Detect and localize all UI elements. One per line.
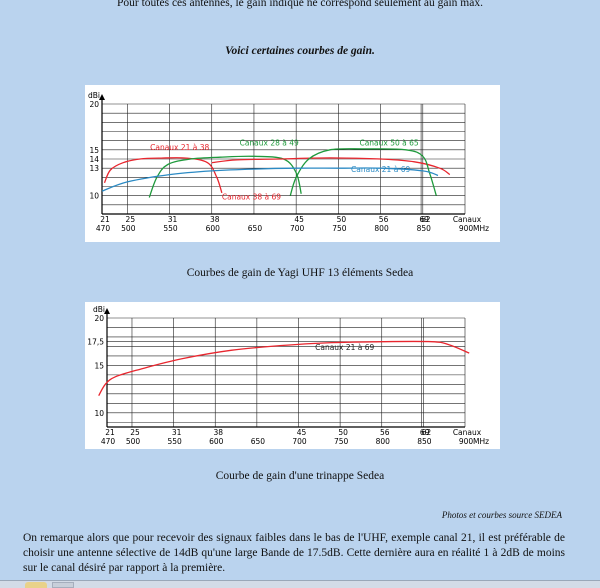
- chart1-xtick-mhz-500: 500: [121, 224, 136, 233]
- chart1-annotation-4: Canaux 21 à 69: [351, 165, 410, 174]
- section-heading: Voici certaines courbes de gain.: [225, 45, 375, 57]
- chart1-xtick-mhz-600: 600: [206, 224, 221, 233]
- caption-yagi: Courbes de gain de Yagi UHF 13 éléments …: [186, 267, 414, 279]
- chart1-xtick-canal-56: 56: [379, 215, 389, 224]
- chart1-series-5: [101, 167, 439, 192]
- chart2-ytick-label-15: 15: [94, 361, 104, 370]
- chart1-xtick-mhz-700: 700: [290, 224, 305, 233]
- chart1-ytick-label-13: 13: [89, 164, 99, 173]
- chart2-axis-unit-canaux: Canaux: [453, 428, 482, 437]
- chart2-xtick-mhz-850: 850: [417, 437, 432, 446]
- chart1-series-4: [289, 148, 437, 196]
- chart2-xtick-mhz-800: 800: [376, 437, 391, 446]
- chart1-y-arrow: [99, 94, 105, 100]
- chart1-xtick-canal-31: 31: [168, 215, 178, 224]
- chart1-series-1: [103, 157, 223, 194]
- chart2-xtick-canal-38: 38: [213, 428, 223, 437]
- chart2-xtick-mhz-470: 470: [101, 437, 116, 446]
- chart1-xtick-canal-62: 62: [421, 215, 431, 224]
- chart2-ytick-label-17,5: 17,5: [87, 338, 104, 347]
- intro-text: Pour toutes ces antennes, le gain indiqu…: [117, 0, 483, 9]
- chart1-annotation-1: Canaux 21 à 38: [150, 143, 209, 152]
- chart1-ylabel: dBi: [88, 91, 100, 100]
- chart2-xtick-canal-extra-69: 69: [420, 428, 430, 437]
- chart1-xtick-canal-21: 21: [100, 215, 110, 224]
- taskbar-item[interactable]: [52, 582, 74, 588]
- chart1-series-3: [211, 157, 451, 176]
- chart1-xtick-mhz-750: 750: [332, 224, 347, 233]
- chart-trinappe-gain: dBi 20 17,5 15 10 470 21 500 25 550 31 600 38 650 700 4…: [85, 302, 500, 449]
- chart2-xtick-mhz-650: 650: [251, 437, 266, 446]
- chart2-xtick-canal-50: 50: [338, 428, 348, 437]
- chart1-annotation-2: Canaux 28 à 49: [240, 138, 299, 147]
- chart2-xtick-mhz-600: 600: [209, 437, 224, 446]
- chart2-xtick-canal-56: 56: [380, 428, 390, 437]
- chart1-ytick-label-10: 10: [89, 192, 99, 201]
- chart1-xtick-canal-50: 50: [337, 215, 347, 224]
- chart1-xtick-mhz-650: 650: [248, 224, 263, 233]
- chart2-y-arrow: [104, 308, 110, 314]
- chart1-ytick-label-20: 20: [89, 100, 99, 109]
- chart2-annotation-1: Canaux 21 à 69: [315, 343, 374, 352]
- chart1-xtick-mhz-550: 550: [163, 224, 178, 233]
- windows-orb-icon[interactable]: [25, 582, 47, 588]
- chart-yagi-gain: dBi 20 15 14 13 10 470 21 500 25 550 31 600 38 650 700 4…: [85, 85, 500, 242]
- chart2-xtick-canal-45: 45: [297, 428, 307, 437]
- chart2-ylabel: dBi: [93, 305, 105, 314]
- chart2-xtick-mhz-750: 750: [334, 437, 349, 446]
- chart2-xtick-canal-31: 31: [172, 428, 182, 437]
- chart1-xtick-canal-38: 38: [210, 215, 220, 224]
- chart2-axis-unit-mhz: MHz: [473, 437, 489, 446]
- chart1-xtick-canal-25: 25: [126, 215, 136, 224]
- chart1-ytick-label-14: 14: [89, 155, 99, 164]
- chart2-xtick-canal-62: 62: [422, 428, 432, 437]
- conclusion-paragraph: On remarque alors que pour recevoir des …: [23, 532, 565, 574]
- chart2-ytick-label-10: 10: [94, 409, 104, 418]
- chart1-xtick-mhz-800: 800: [374, 224, 389, 233]
- chart2-xtick-mhz-700: 700: [292, 437, 307, 446]
- chart1-xtick-mhz-900: 900: [459, 224, 474, 233]
- chart1-ytick-label-15: 15: [89, 146, 99, 155]
- chart1-annotation-3: Canaux 50 à 65: [359, 138, 418, 147]
- chart1-xtick-canal-45: 45: [294, 215, 304, 224]
- chart1-axis-unit-canaux: Canaux: [453, 215, 482, 224]
- chart2-series-1: [98, 340, 470, 397]
- chart1-xtick-mhz-850: 850: [417, 224, 432, 233]
- photo-source-credit: Photos et courbes source SEDEA: [441, 510, 562, 520]
- chart1-axis-unit-mhz: MHz: [473, 224, 489, 233]
- chart2-xtick-canal-21: 21: [105, 428, 115, 437]
- chart2-xtick-mhz-500: 500: [126, 437, 141, 446]
- chart1-series-2: [148, 155, 302, 198]
- chart1-xtick-mhz-470: 470: [96, 224, 111, 233]
- chart1-xtick-canal-extra-69: 69: [419, 215, 429, 224]
- chart2-ytick-label-20: 20: [94, 314, 104, 323]
- caption-trinappe: Courbe de gain d'une trinappe Sedea: [215, 470, 385, 482]
- chart1-annotation-5: Canaux 38 à 69: [222, 192, 281, 201]
- chart2-xtick-canal-25: 25: [130, 428, 140, 437]
- chart2-xtick-mhz-900: 900: [459, 437, 474, 446]
- chart2-xtick-mhz-550: 550: [167, 437, 182, 446]
